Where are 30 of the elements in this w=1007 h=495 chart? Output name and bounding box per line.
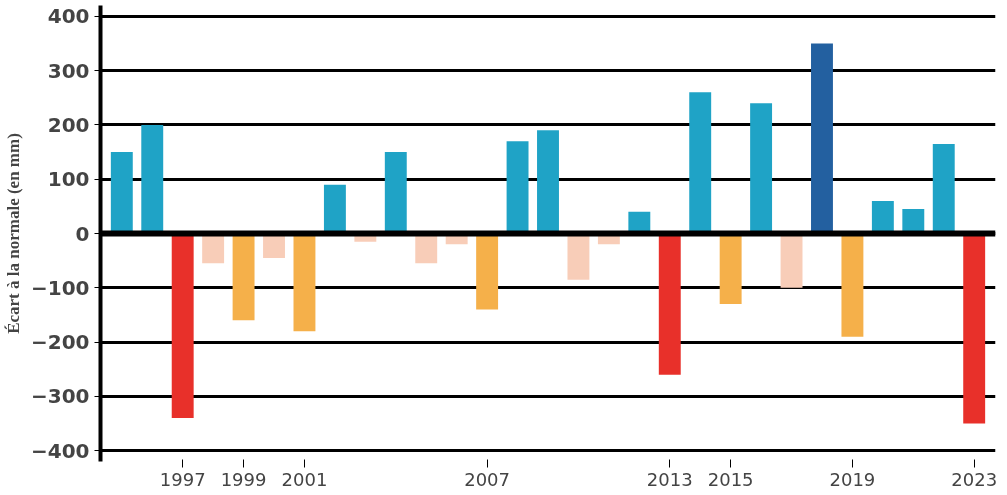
- y-tick-label: 200: [47, 112, 90, 137]
- bar: [902, 209, 925, 234]
- bar: [384, 152, 407, 234]
- x-tick-label: 2019: [829, 468, 876, 490]
- y-tick-label: −100: [30, 275, 90, 300]
- y-tick-label: −200: [30, 330, 90, 355]
- x-tick-label: 1997: [159, 468, 206, 490]
- y-tick-label: −300: [30, 384, 90, 409]
- x-tick-label: 2015: [707, 468, 754, 490]
- y-tick-label: 100: [47, 167, 90, 192]
- y-tick-label: 300: [47, 58, 90, 83]
- bar: [932, 143, 955, 234]
- x-tick-label: 2007: [464, 468, 511, 490]
- y-tick-label: −400: [30, 438, 90, 463]
- y-tick-label: 0: [75, 221, 90, 246]
- bar: [689, 92, 712, 234]
- bar: [506, 141, 529, 234]
- bar: [110, 152, 133, 234]
- x-tick-label: 2001: [281, 468, 328, 490]
- bar: [811, 43, 833, 234]
- y-tick-label: 400: [47, 4, 90, 29]
- x-tick-label: 2013: [646, 468, 693, 490]
- y-axis-title: Écart à la normale (en mm): [3, 133, 23, 334]
- bar: [537, 130, 559, 234]
- x-tick-label: 2023: [951, 468, 998, 490]
- bar: [871, 200, 894, 234]
- bar: [750, 103, 773, 234]
- bar: [323, 184, 346, 234]
- bar: [141, 124, 164, 234]
- x-tick-label: 1999: [220, 468, 267, 490]
